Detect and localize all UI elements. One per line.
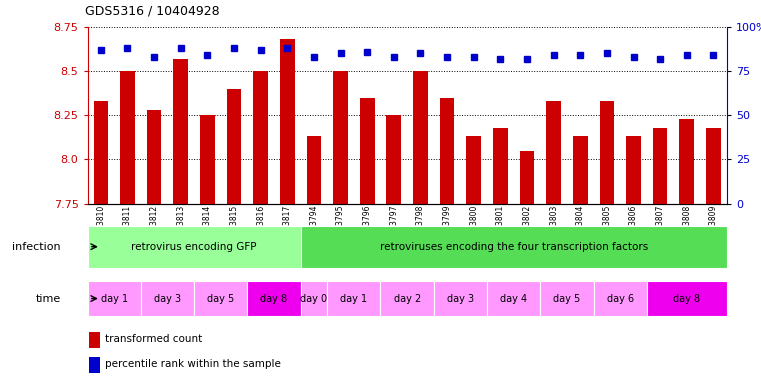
Bar (227, 89, 241, 204)
Text: percentile rank within the sample: percentile rank within the sample (106, 359, 282, 369)
Bar (434, 281, 487, 316)
Bar (141, 281, 194, 316)
Bar (440, 98, 454, 204)
Text: retrovirus encoding GFP: retrovirus encoding GFP (132, 242, 256, 252)
Bar (706, 127, 721, 204)
Text: day 2: day 2 (393, 293, 421, 304)
Bar (466, 136, 481, 204)
Text: day 5: day 5 (553, 293, 581, 304)
Bar (307, 136, 321, 204)
Bar (247, 281, 301, 316)
Bar (546, 101, 561, 204)
Bar (253, 71, 268, 204)
Bar (520, 151, 534, 204)
Text: day 5: day 5 (207, 293, 234, 304)
Text: day 8: day 8 (260, 293, 288, 304)
Text: day 8: day 8 (673, 293, 700, 304)
Bar (200, 115, 215, 204)
Bar (94, 101, 108, 204)
Bar (653, 127, 667, 204)
Text: day 4: day 4 (500, 293, 527, 304)
Bar (594, 281, 647, 316)
Bar (647, 281, 727, 316)
Bar (174, 59, 188, 204)
Bar (301, 225, 727, 268)
Bar (360, 98, 374, 204)
Bar (120, 71, 135, 204)
Bar (88, 225, 301, 268)
Bar (88, 281, 141, 316)
Bar (89, 357, 100, 373)
Bar (600, 101, 614, 204)
Text: day 1: day 1 (100, 293, 128, 304)
Bar (493, 127, 508, 204)
Text: retroviruses encoding the four transcription factors: retroviruses encoding the four transcrip… (380, 242, 648, 252)
Text: day 6: day 6 (607, 293, 634, 304)
Bar (380, 281, 434, 316)
Bar (327, 281, 380, 316)
Bar (89, 332, 100, 348)
Bar (573, 136, 587, 204)
Text: day 0: day 0 (301, 293, 327, 304)
Text: day 3: day 3 (154, 293, 181, 304)
Text: day 1: day 1 (340, 293, 368, 304)
Text: transformed count: transformed count (106, 334, 202, 344)
Bar (413, 71, 428, 204)
Text: infection: infection (12, 242, 61, 252)
Text: day 3: day 3 (447, 293, 474, 304)
Bar (194, 281, 247, 316)
Bar (387, 115, 401, 204)
Text: GDS5316 / 10404928: GDS5316 / 10404928 (85, 4, 219, 17)
Text: time: time (36, 293, 61, 304)
Bar (280, 39, 295, 204)
Bar (487, 281, 540, 316)
Bar (540, 281, 594, 316)
Bar (301, 281, 327, 316)
Bar (626, 136, 641, 204)
Bar (147, 110, 161, 204)
Bar (333, 71, 348, 204)
Bar (680, 119, 694, 204)
